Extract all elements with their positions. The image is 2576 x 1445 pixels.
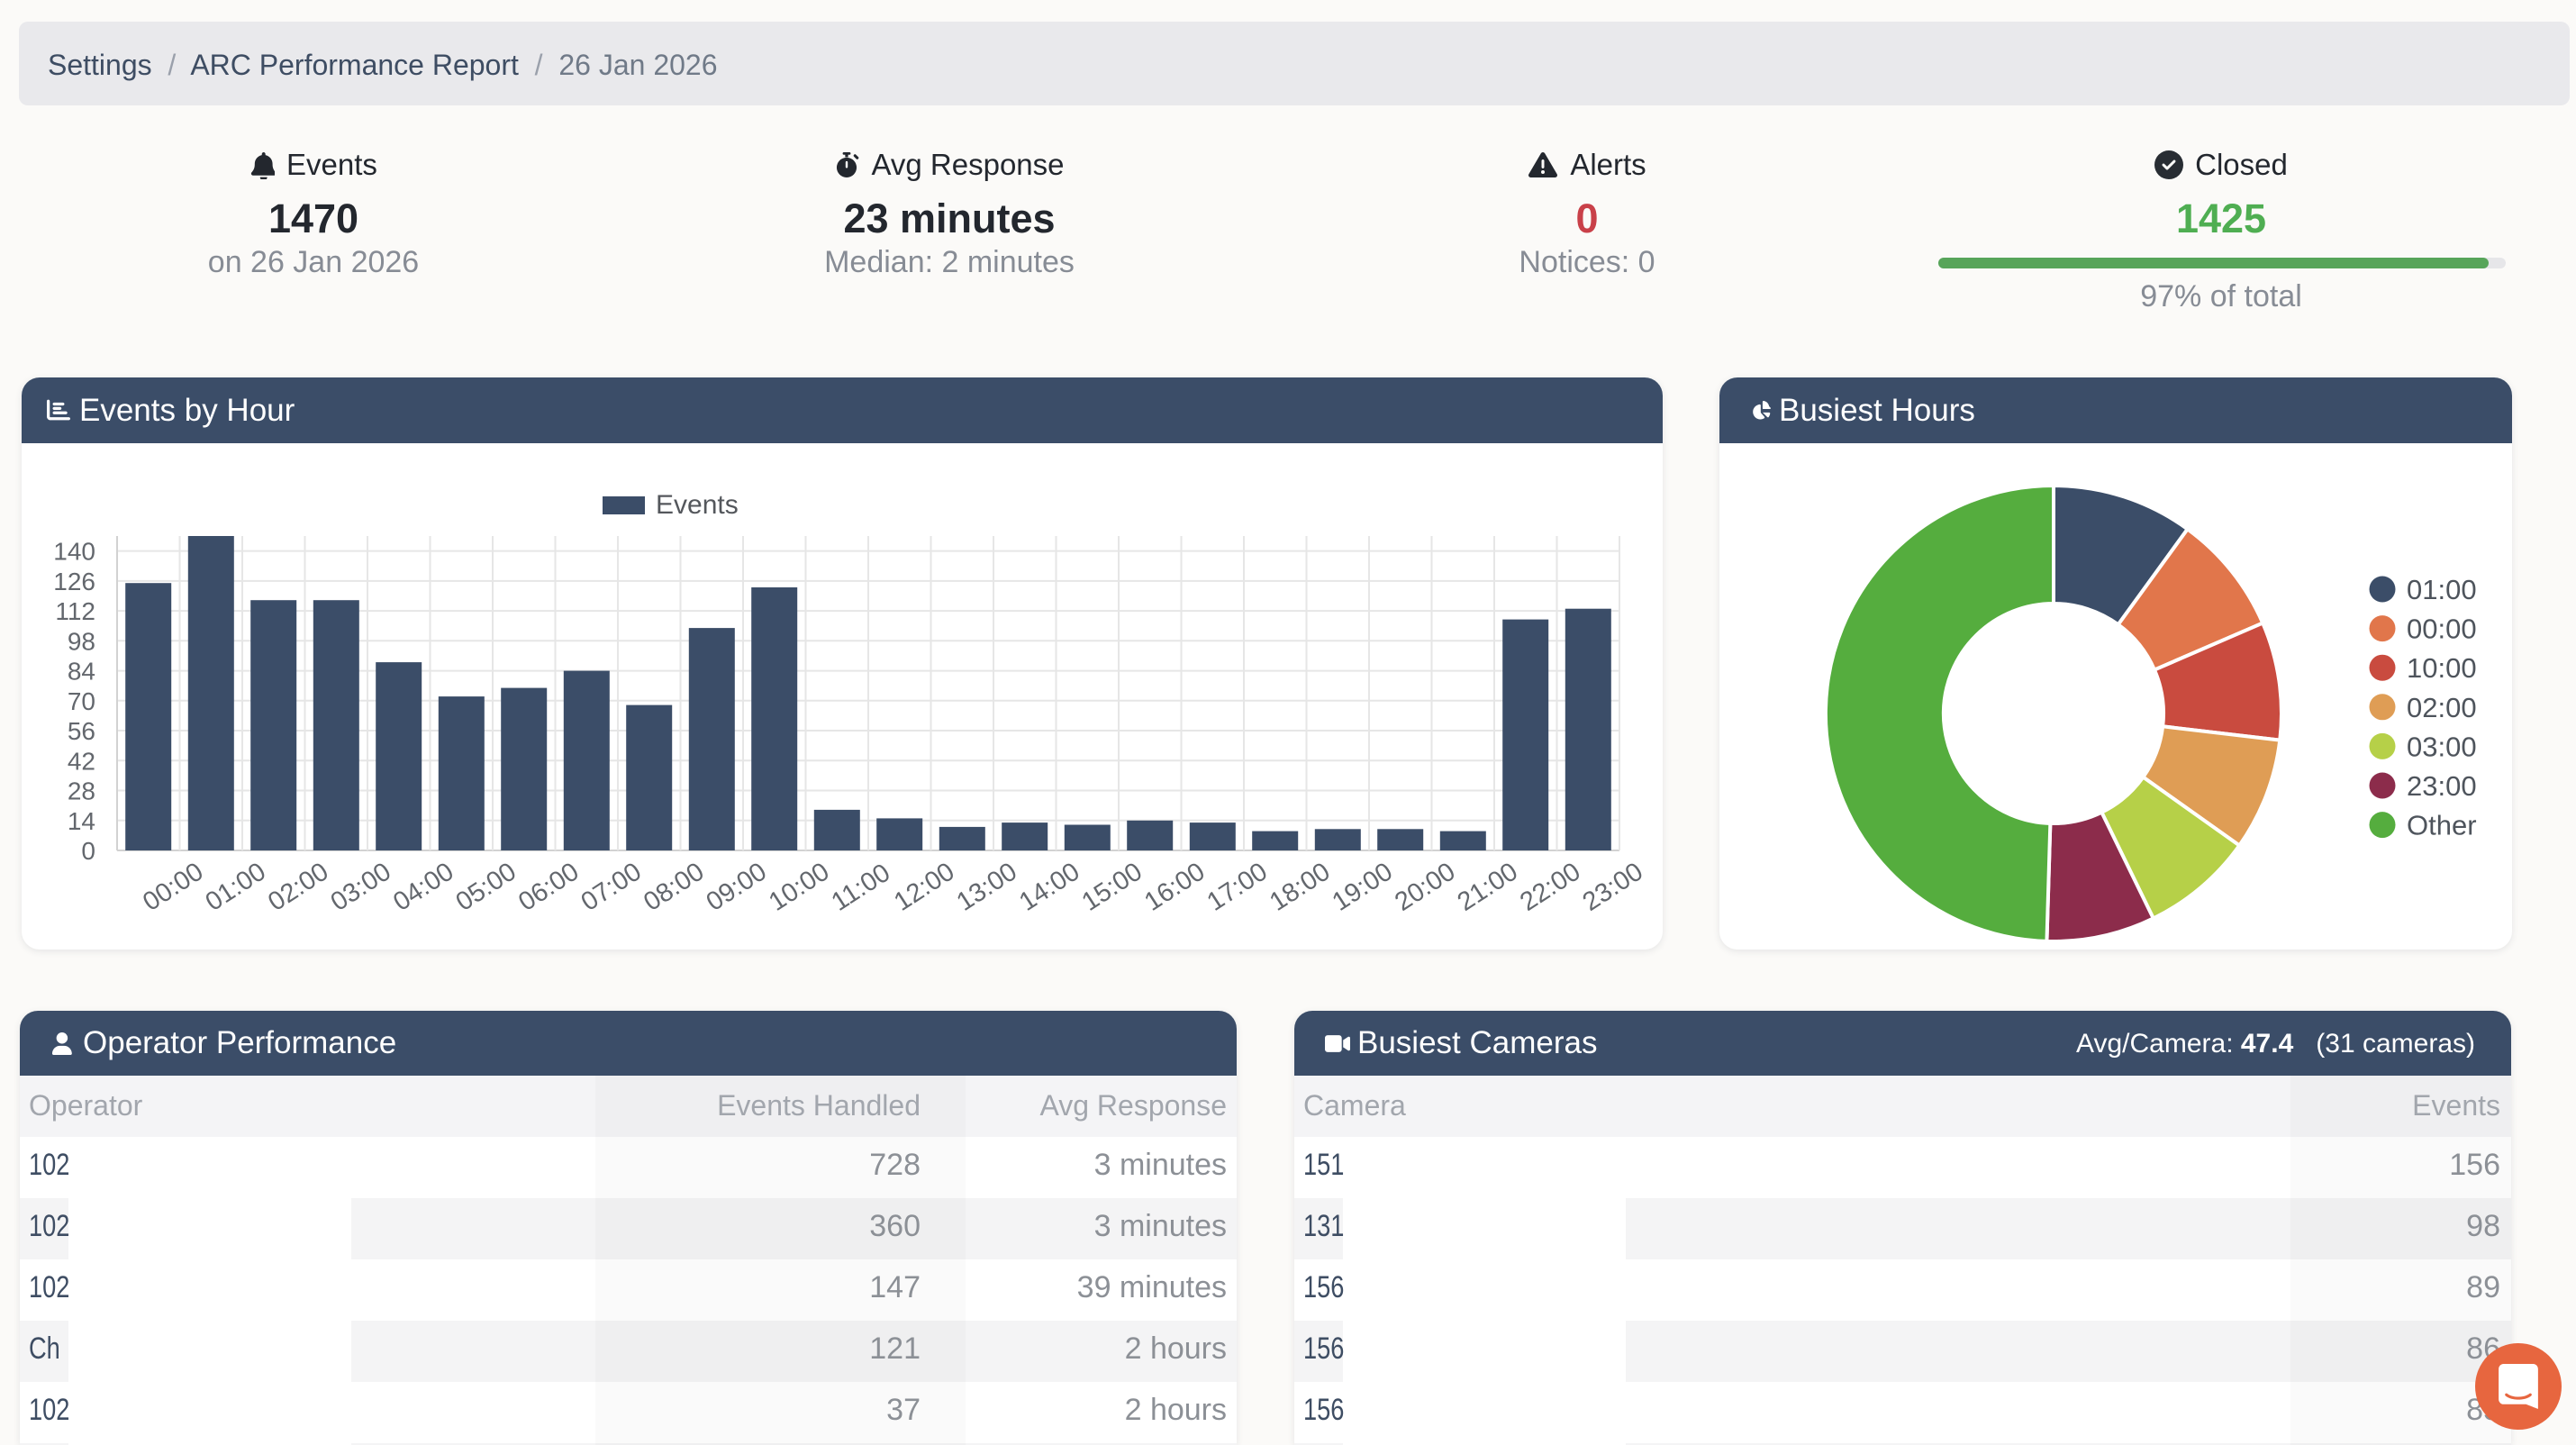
svg-text:10:00: 10:00: [2407, 652, 2477, 684]
svg-text:01:00: 01:00: [201, 858, 271, 917]
svg-text:07:00: 07:00: [576, 858, 647, 917]
svg-text:0: 0: [81, 837, 95, 865]
svg-text:11:00: 11:00: [827, 859, 895, 917]
svg-text:18:00: 18:00: [1265, 858, 1335, 917]
svg-text:126: 126: [53, 568, 95, 595]
svg-text:03:00: 03:00: [326, 858, 396, 917]
svg-text:03:00: 03:00: [2407, 731, 2477, 762]
svg-text:17:00: 17:00: [1202, 858, 1273, 917]
svg-text:09:00: 09:00: [702, 858, 772, 917]
svg-text:21:00: 21:00: [1453, 858, 1523, 917]
svg-text:23:00: 23:00: [2407, 770, 2477, 802]
svg-text:84: 84: [68, 658, 95, 686]
svg-text:00:00: 00:00: [2407, 613, 2477, 645]
svg-text:12:00: 12:00: [889, 858, 959, 917]
svg-text:10:00: 10:00: [764, 858, 834, 917]
svg-text:06:00: 06:00: [513, 858, 584, 917]
svg-text:05:00: 05:00: [451, 858, 522, 917]
svg-text:04:00: 04:00: [388, 858, 458, 917]
svg-text:13:00: 13:00: [952, 858, 1022, 917]
svg-text:19:00: 19:00: [1328, 858, 1398, 917]
svg-text:15:00: 15:00: [1077, 858, 1147, 917]
svg-text:112: 112: [55, 597, 95, 625]
svg-text:14: 14: [68, 807, 95, 835]
svg-text:20:00: 20:00: [1390, 858, 1460, 917]
svg-text:Other: Other: [2407, 810, 2477, 841]
svg-text:14:00: 14:00: [1014, 858, 1084, 917]
svg-text:02:00: 02:00: [263, 858, 333, 917]
svg-text:56: 56: [68, 717, 95, 745]
svg-text:70: 70: [68, 687, 95, 715]
svg-text:16:00: 16:00: [1139, 858, 1210, 917]
svg-text:42: 42: [68, 747, 95, 775]
svg-text:28: 28: [68, 777, 95, 805]
svg-text:08:00: 08:00: [639, 858, 709, 917]
svg-text:140: 140: [53, 538, 95, 566]
svg-text:23:00: 23:00: [1578, 858, 1648, 917]
svg-text:22:00: 22:00: [1515, 858, 1585, 917]
svg-text:01:00: 01:00: [2407, 574, 2477, 605]
svg-text:02:00: 02:00: [2407, 692, 2477, 723]
svg-text:98: 98: [68, 627, 95, 655]
svg-text:Events: Events: [656, 490, 739, 520]
svg-text:00:00: 00:00: [138, 858, 208, 917]
